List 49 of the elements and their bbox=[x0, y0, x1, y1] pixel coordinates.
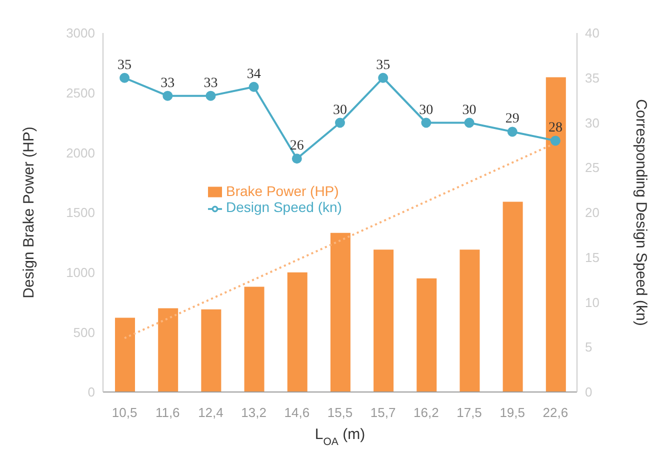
x-axis-title: L$_{OA}$ (m) bbox=[314, 426, 366, 448]
data-label: 34 bbox=[246, 66, 261, 82]
bar bbox=[330, 232, 350, 392]
x-tick-label: 10,5 bbox=[112, 405, 138, 420]
data-label: 26 bbox=[290, 138, 304, 154]
bar bbox=[416, 278, 437, 392]
x-tick-label: 15,5 bbox=[327, 405, 353, 420]
bar bbox=[502, 202, 523, 392]
point bbox=[550, 136, 560, 146]
x-tick-label: 15,7 bbox=[370, 405, 396, 420]
bar bbox=[115, 318, 135, 392]
point bbox=[292, 154, 302, 164]
legend-label: Design Speed (kn) bbox=[226, 199, 342, 216]
x-tick-label: 16,2 bbox=[414, 405, 439, 420]
x-tick-label: 11,6 bbox=[155, 405, 180, 420]
data-label: 29 bbox=[505, 112, 520, 127]
x-tick-label: 13,2 bbox=[241, 405, 266, 420]
point bbox=[507, 126, 518, 137]
bar bbox=[201, 309, 222, 392]
bar bbox=[244, 286, 264, 392]
data-label: 30 bbox=[333, 102, 347, 118]
point bbox=[162, 90, 173, 101]
x-tick-label: 12,4 bbox=[198, 405, 224, 420]
data-label: 33 bbox=[204, 76, 218, 91]
point bbox=[248, 82, 259, 92]
data-label: 33 bbox=[160, 76, 175, 91]
point bbox=[206, 90, 216, 101]
legend-label: Brake Power (HP) bbox=[226, 183, 339, 199]
data-label: 35 bbox=[376, 58, 390, 73]
x-tick-label: 14,6 bbox=[284, 405, 310, 420]
point bbox=[120, 72, 130, 83]
bar bbox=[287, 272, 308, 392]
x-tick-label: 22,6 bbox=[542, 405, 568, 420]
bar bbox=[460, 250, 480, 392]
point bbox=[421, 118, 432, 128]
data-label: 35 bbox=[118, 58, 132, 73]
bar bbox=[374, 250, 394, 392]
y-axis-title: Design Brake Power (HP) bbox=[20, 126, 38, 298]
point bbox=[464, 118, 474, 128]
data-label: 30 bbox=[462, 102, 476, 118]
x-tick-label: 17,5 bbox=[456, 405, 482, 420]
point bbox=[335, 118, 345, 128]
data-label: 28 bbox=[548, 120, 562, 136]
point bbox=[378, 72, 388, 83]
x-tick-label: 19,5 bbox=[500, 405, 526, 420]
y2-axis-title: Corresponding Design Speed (kn) bbox=[632, 99, 650, 326]
bar bbox=[158, 308, 178, 392]
data-label: 30 bbox=[419, 102, 434, 118]
bar bbox=[546, 77, 566, 392]
